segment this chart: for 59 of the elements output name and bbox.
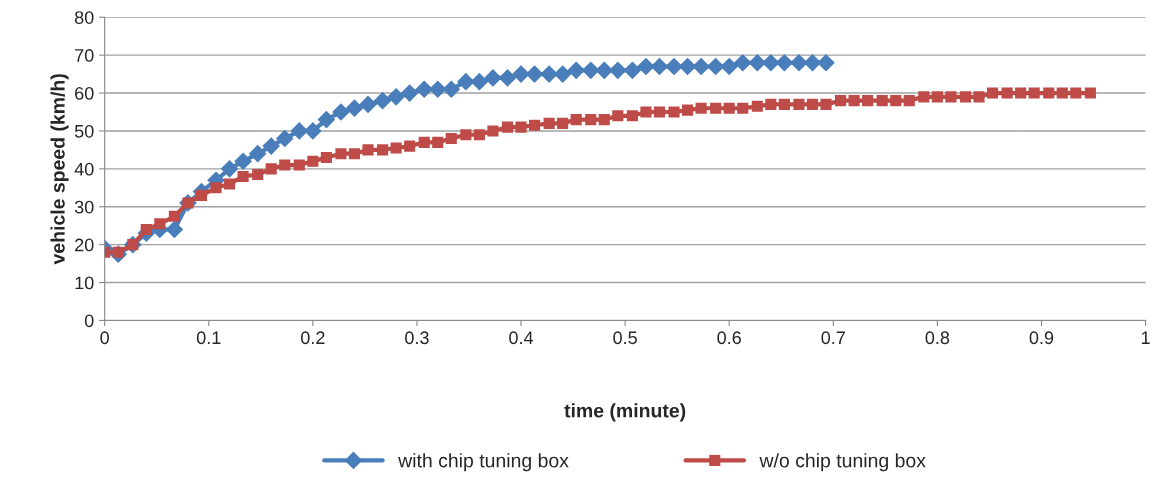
- point: [484, 69, 502, 87]
- point: [373, 91, 392, 110]
- point: [498, 69, 517, 87]
- point: [317, 110, 336, 129]
- point: [345, 99, 364, 118]
- y-tick-label: 50: [74, 124, 94, 138]
- y-axis-title: vehicle speed (km/h): [50, 74, 69, 265]
- point: [817, 53, 835, 72]
- x-tick-label: 0.9: [1029, 331, 1054, 345]
- point: [581, 61, 600, 80]
- point: [400, 84, 419, 102]
- y-tick-label: 0: [84, 314, 94, 328]
- x-tick-label: 0.7: [821, 331, 845, 345]
- point: [720, 57, 739, 76]
- x-tick-label: 0.5: [613, 331, 637, 345]
- x-tick-label: 1: [1141, 331, 1150, 344]
- y-tick-label: 30: [74, 200, 94, 214]
- x-tick-label: 0.3: [405, 331, 429, 345]
- point: [275, 129, 294, 148]
- point: [803, 53, 822, 72]
- point: [733, 53, 752, 72]
- point: [706, 57, 725, 76]
- point: [220, 160, 239, 178]
- point: [665, 57, 683, 76]
- point: [623, 61, 642, 80]
- point: [304, 122, 322, 140]
- point: [567, 61, 586, 80]
- point: [165, 220, 184, 239]
- legend-label: with chip tuning box: [398, 453, 569, 472]
- y-tick-label: 40: [74, 162, 94, 176]
- point: [775, 53, 794, 72]
- point: [262, 137, 281, 155]
- legend-label: w/o chip tuning box: [759, 453, 926, 472]
- x-tick-label: 0.4: [509, 331, 534, 345]
- point: [470, 72, 489, 91]
- x-tick-label: 0.6: [717, 331, 741, 345]
- y-tick-label: 70: [75, 49, 94, 62]
- point: [637, 57, 655, 76]
- point: [540, 65, 558, 83]
- x-tick-label: 0.1: [196, 331, 221, 345]
- y-tick-label: 10: [75, 276, 94, 290]
- point: [248, 144, 267, 163]
- x-tick-label: 0.2: [301, 331, 325, 345]
- x-tick-label: 0.8: [925, 331, 950, 345]
- x-axis-title: time (minute): [564, 403, 686, 422]
- point: [790, 53, 808, 72]
- y-tick-label: 80: [74, 11, 94, 24]
- point: [234, 152, 252, 171]
- point: [650, 57, 669, 76]
- point: [692, 57, 710, 76]
- point: [762, 53, 780, 72]
- y-tick-label: 60: [75, 86, 94, 100]
- point: [359, 95, 377, 114]
- x-tick-label: 0: [100, 331, 109, 345]
- point: [457, 72, 475, 91]
- point: [442, 80, 461, 99]
- y-tick-label: 20: [75, 238, 94, 252]
- point: [387, 88, 405, 106]
- point: [332, 103, 350, 121]
